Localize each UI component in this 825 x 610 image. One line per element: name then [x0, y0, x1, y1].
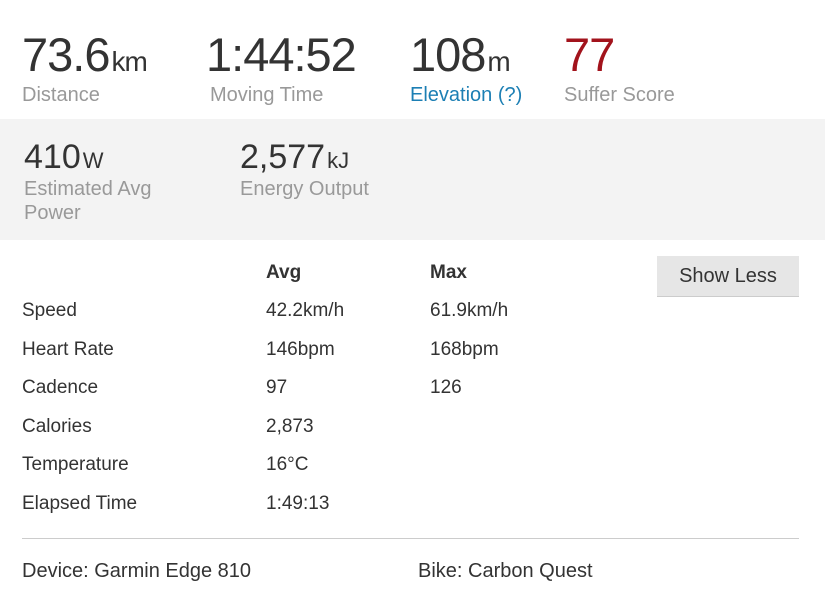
table-row: Temperature 16°C — [0, 454, 825, 484]
row-avg: 42.2km/h — [266, 300, 345, 321]
stat-suffer-score: 77 Suffer Score — [564, 31, 675, 107]
row-label: Cadence — [22, 377, 99, 398]
row-avg: 1:49:13 — [266, 492, 330, 514]
row-max: 126 — [430, 377, 462, 398]
elevation-help-link[interactable]: Elevation (?) — [410, 84, 523, 106]
row-avg: 97 — [266, 377, 288, 398]
suffer-score-value: 77 — [564, 28, 615, 81]
row-avg: 2,873 — [266, 415, 314, 437]
row-avg: 146bpm — [266, 338, 335, 360]
power-label: Estimated Avg Power — [24, 178, 152, 224]
row-label: Elapsed Time — [22, 492, 138, 514]
stat-energy-output: 2,577kJ Energy Output — [240, 140, 369, 201]
elevation-unit: m — [487, 46, 510, 77]
moving-time-label: Moving Time — [210, 84, 324, 106]
table-row: Calories 2,873 — [0, 416, 825, 446]
elevation-value: 108 — [410, 28, 486, 81]
row-avg: 16°C — [266, 454, 309, 475]
row-max: 168bpm — [430, 338, 499, 360]
power-unit: W — [82, 148, 104, 173]
distance-unit: km — [111, 46, 147, 77]
distance-label: Distance — [22, 84, 100, 106]
energy-label: Energy Output — [240, 178, 369, 200]
bike-info: Bike: Carbon Quest — [418, 560, 593, 582]
row-max: 61.9km/h — [430, 300, 509, 321]
table-row: Elapsed Time 1:49:13 — [0, 493, 825, 523]
table-row: Heart Rate 146bpm 168bpm — [0, 339, 825, 369]
energy-unit: kJ — [327, 148, 350, 173]
stat-avg-power: 410W Estimated Avg Power — [24, 140, 194, 225]
table-row: Speed 42.2km/h 61.9km/h — [0, 300, 825, 330]
divider — [22, 538, 799, 539]
max-header: Max — [430, 262, 467, 283]
stat-elevation: 108m Elevation (?) — [410, 31, 522, 107]
stat-distance: 73.6km Distance — [22, 28, 148, 107]
row-label: Heart Rate — [22, 338, 114, 360]
show-less-button[interactable]: Show Less — [657, 256, 799, 297]
row-label: Temperature — [22, 454, 129, 475]
power-panel: 410W Estimated Avg Power 2,577kJ Energy … — [0, 119, 825, 240]
row-label: Calories — [22, 415, 92, 437]
table-row: Cadence 97 126 — [0, 377, 825, 407]
row-label: Speed — [22, 300, 77, 321]
power-value: 410 — [24, 138, 81, 176]
avg-header: Avg — [266, 262, 302, 283]
device-info: Device: Garmin Edge 810 — [22, 560, 252, 582]
stat-moving-time: 1:44:52 Moving Time — [206, 28, 357, 107]
energy-value: 2,577 — [240, 138, 326, 176]
distance-value: 73.6 — [22, 28, 110, 81]
suffer-score-label: Suffer Score — [564, 84, 675, 106]
moving-time-value: 1:44:52 — [206, 28, 357, 81]
